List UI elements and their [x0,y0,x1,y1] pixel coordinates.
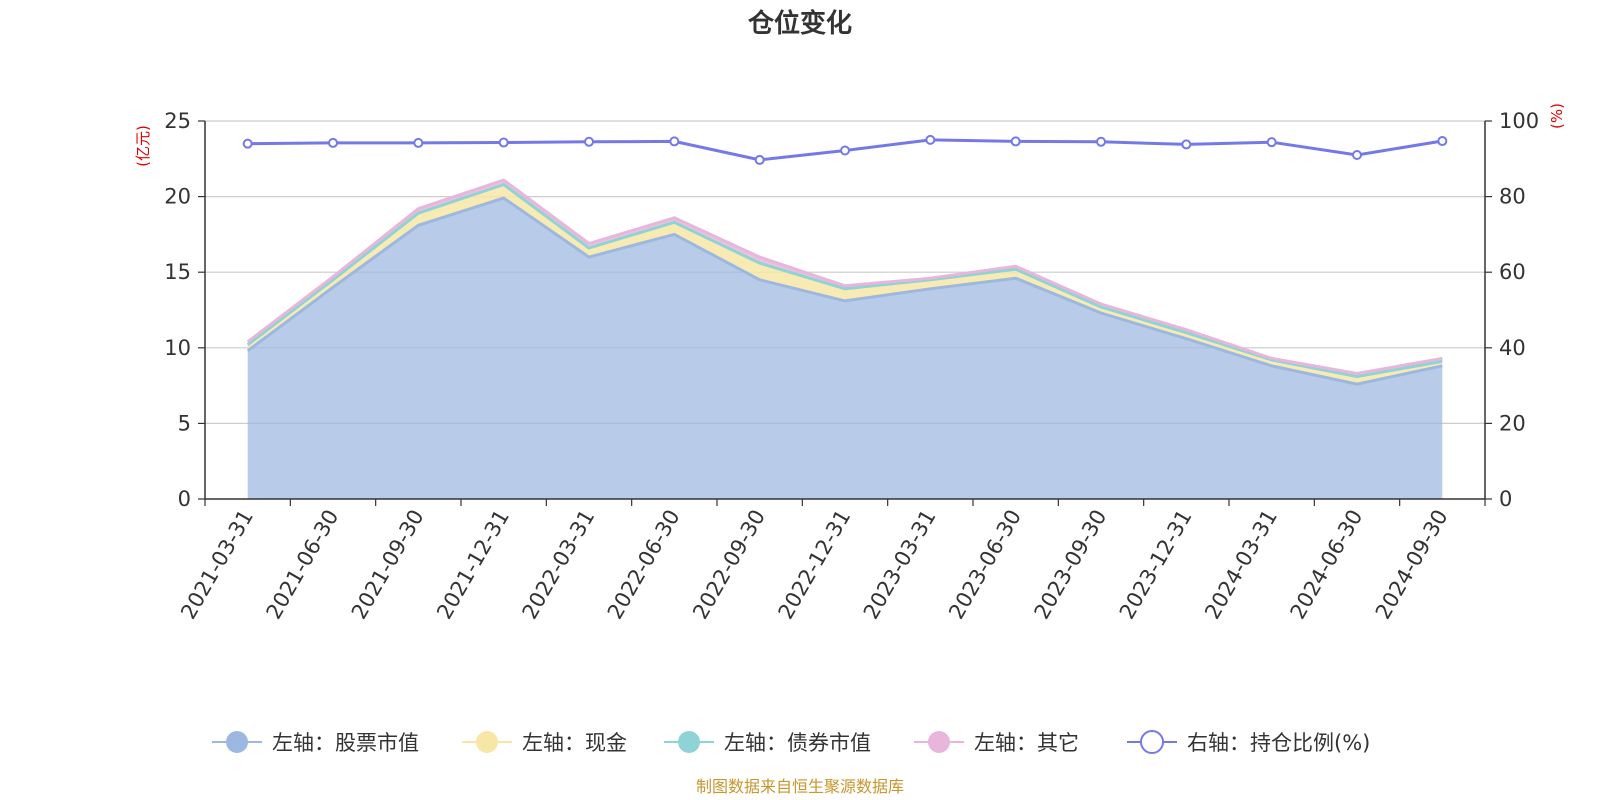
legend-marker [1140,730,1164,754]
legend-label: 左轴：其它 [974,731,1079,755]
x-tick-label: 2022-06-30 [603,506,685,624]
x-tick-label: 2024-06-30 [1286,506,1368,624]
area-line-1 [246,196,1443,386]
ratio-point [1010,136,1021,147]
left-tick-label: 25 [164,109,191,133]
legend-label: 左轴：股票市值 [272,731,419,755]
stacked-areas [247,180,1443,499]
legend-marker [928,731,950,753]
chart-title: 仓位变化 [747,8,852,39]
x-tick-label: 2022-12-31 [774,506,856,624]
ratio-point [498,137,509,148]
ratio-point [413,137,424,148]
right-tick-label: 20 [1499,411,1526,435]
ratio-point [669,136,680,147]
area-line-3 [246,183,1443,378]
x-tick-label: 2023-06-30 [944,506,1026,624]
ratio-point [925,134,936,145]
right-tick-label: 80 [1499,185,1526,209]
left-tick-label: 20 [164,185,191,209]
x-tick-label: 2021-06-30 [262,506,344,624]
ratio-point [1096,136,1106,147]
legend-label: 左轴：债券市值 [724,731,871,755]
ratio-point [1181,139,1192,150]
right-axis-unit: (%) [1548,103,1566,129]
series-lines [246,138,1443,386]
x-tick-label: 2021-09-30 [347,506,429,624]
source-note: 制图数据来自恒生聚源数据库 [696,777,904,796]
legend-marker [678,731,700,753]
x-tick-label: 2024-03-31 [1200,506,1282,624]
x-tick-label: 2023-03-31 [859,505,941,623]
legend: 左轴：股票市值 左轴：现金 左轴：债券市值 左轴：其它 右轴：持仓比例(%) [212,730,1370,755]
x-tick-label: 2023-12-31 [1115,506,1197,624]
left-axis-unit: (亿元) [134,125,152,167]
legend-marker [226,731,248,753]
x-tick-label: 2024-09-30 [1371,506,1453,624]
left-tick-label: 0 [178,487,191,511]
right-tick-label: 40 [1499,336,1526,360]
area-line-4 [246,178,1443,375]
left-tick-label: 15 [164,260,191,284]
left-tick-label: 10 [164,336,191,360]
ratio-point [754,154,765,165]
ratio-point [1266,137,1277,148]
ratio-point [328,137,338,148]
x-tick-label: 2021-12-31 [432,505,514,623]
x-tick-label: 2023-09-30 [1030,506,1112,624]
ratio-point [1437,136,1448,147]
legend-label: 左轴：现金 [522,731,627,755]
ratio-point [1352,150,1362,161]
legend-label: 右轴：持仓比例(%) [1187,731,1370,755]
right-tick-label: 100 [1499,109,1539,133]
x-tick-label: 2021-03-31 [176,506,258,624]
left-tick-label: 5 [178,411,191,435]
ratio-point [584,136,594,147]
area-1 [247,198,1443,499]
right-tick-label: 0 [1499,487,1512,511]
legend-marker [476,731,498,753]
ratio-points [242,134,1448,165]
x-tick-label: 2022-09-30 [688,506,770,624]
right-tick-label: 60 [1499,260,1526,284]
ratio-point [840,145,850,156]
ratio-point [242,138,253,149]
x-tick-label: 2022-03-31 [518,506,600,624]
